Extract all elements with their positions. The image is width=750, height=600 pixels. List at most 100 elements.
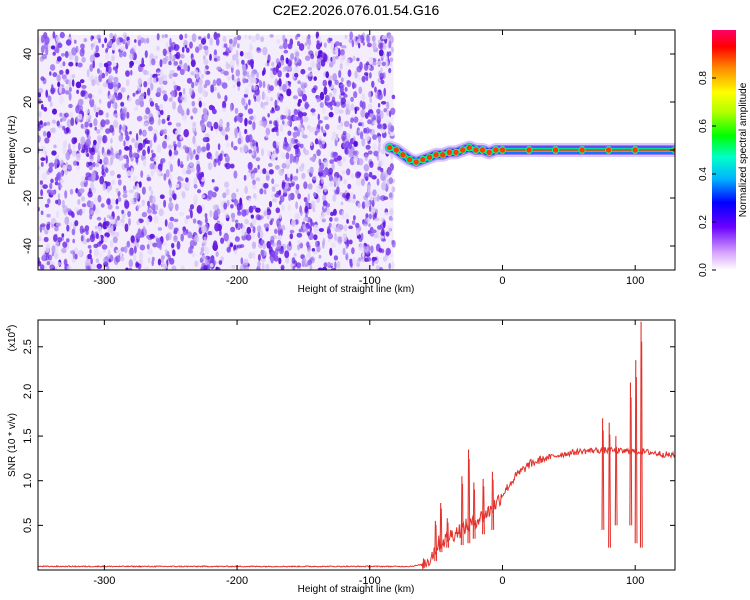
noise-speckle <box>117 179 122 186</box>
noise-speckle <box>221 107 227 113</box>
noise-speckle <box>374 212 377 219</box>
noise-speckle <box>227 63 231 69</box>
noise-speckle <box>355 222 360 229</box>
noise-speckle <box>104 220 110 226</box>
noise-speckle <box>60 179 65 184</box>
noise-speckle <box>74 55 79 63</box>
noise-speckle <box>367 150 373 155</box>
noise-speckle <box>329 217 333 222</box>
noise-speckle <box>69 222 73 227</box>
noise-speckle <box>276 92 281 98</box>
noise-speckle <box>168 97 173 102</box>
noise-speckle <box>358 122 363 127</box>
noise-speckle <box>311 248 316 252</box>
noise-speckle <box>375 243 381 252</box>
noise-speckle <box>57 171 62 181</box>
snr-spike <box>462 483 464 546</box>
noise-speckle <box>106 198 111 206</box>
noise-speckle <box>388 192 393 198</box>
noise-speckle <box>147 87 151 96</box>
noise-speckle <box>103 236 108 243</box>
noise-speckle <box>147 78 151 85</box>
noise-speckle <box>307 34 311 40</box>
noise-speckle <box>236 58 239 65</box>
noise-speckle <box>144 50 148 58</box>
noise-speckle <box>168 73 173 79</box>
noise-speckle <box>339 49 345 57</box>
noise-speckle <box>91 79 96 87</box>
noise-speckle <box>342 130 347 136</box>
noise-speckle <box>97 88 103 95</box>
noise-speckle <box>169 188 172 197</box>
noise-speckle <box>207 33 211 40</box>
noise-speckle <box>191 89 195 95</box>
noise-speckle <box>380 223 386 229</box>
noise-speckle <box>169 197 172 203</box>
noise-speckle <box>221 82 225 87</box>
noise-speckle <box>202 108 208 114</box>
noise-speckle <box>129 60 135 67</box>
noise-speckle <box>193 184 198 189</box>
noise-speckle <box>46 223 51 231</box>
noise-speckle <box>271 178 275 185</box>
noise-speckle <box>279 200 282 205</box>
noise-speckle <box>350 198 356 203</box>
noise-speckle <box>294 72 299 78</box>
noise-speckle <box>243 258 249 266</box>
noise-speckle <box>213 158 217 168</box>
noise-speckle <box>297 87 302 95</box>
noise-speckle <box>63 127 69 135</box>
noise-speckle <box>241 209 247 217</box>
noise-speckle <box>270 235 275 244</box>
noise-speckle <box>278 168 284 176</box>
noise-speckle <box>297 240 301 245</box>
noise-speckle <box>361 93 366 101</box>
noise-speckle <box>309 157 315 161</box>
noise-speckle <box>372 134 378 140</box>
noise-speckle <box>236 80 241 88</box>
noise-speckle <box>315 240 318 248</box>
noise-speckle <box>138 181 142 188</box>
noise-speckle <box>153 214 159 224</box>
noise-speckle <box>107 204 113 210</box>
noise-speckle <box>39 120 43 125</box>
noise-speckle <box>78 98 84 106</box>
noise-speckle <box>201 146 207 152</box>
noise-speckle <box>172 101 176 110</box>
noise-speckle <box>93 231 99 239</box>
noise-speckle <box>350 96 354 102</box>
noise-speckle <box>181 182 186 188</box>
noise-speckle <box>391 186 396 193</box>
noise-speckle <box>307 252 311 258</box>
noise-speckle <box>296 56 300 63</box>
noise-speckle <box>299 143 304 149</box>
noise-speckle <box>258 121 262 127</box>
noise-speckle <box>186 108 190 116</box>
noise-speckle <box>297 244 301 251</box>
ridge-point <box>445 148 454 157</box>
noise-speckle <box>201 262 206 270</box>
noise-speckle <box>116 95 120 101</box>
noise-speckle <box>84 121 89 128</box>
noise-speckle <box>328 174 334 182</box>
noise-speckle <box>152 195 156 204</box>
spectrogram-y-tick-label: 20 <box>22 96 34 108</box>
noise-speckle <box>149 139 153 149</box>
noise-speckle <box>296 232 303 238</box>
noise-speckle <box>335 101 341 108</box>
noise-speckle <box>352 55 356 62</box>
snr-spike <box>468 459 471 544</box>
noise-speckle <box>266 207 270 212</box>
snr-spike <box>472 482 475 539</box>
noise-speckle <box>239 244 245 248</box>
noise-speckle <box>57 237 62 243</box>
noise-speckle <box>233 244 237 251</box>
noise-speckle <box>87 161 93 166</box>
noise-speckle <box>115 221 122 226</box>
noise-speckle <box>317 231 323 236</box>
noise-speckle <box>161 255 166 260</box>
noise-speckle <box>293 126 298 131</box>
noise-speckle <box>329 101 333 107</box>
noise-speckle <box>128 218 131 226</box>
noise-speckle <box>162 140 167 149</box>
